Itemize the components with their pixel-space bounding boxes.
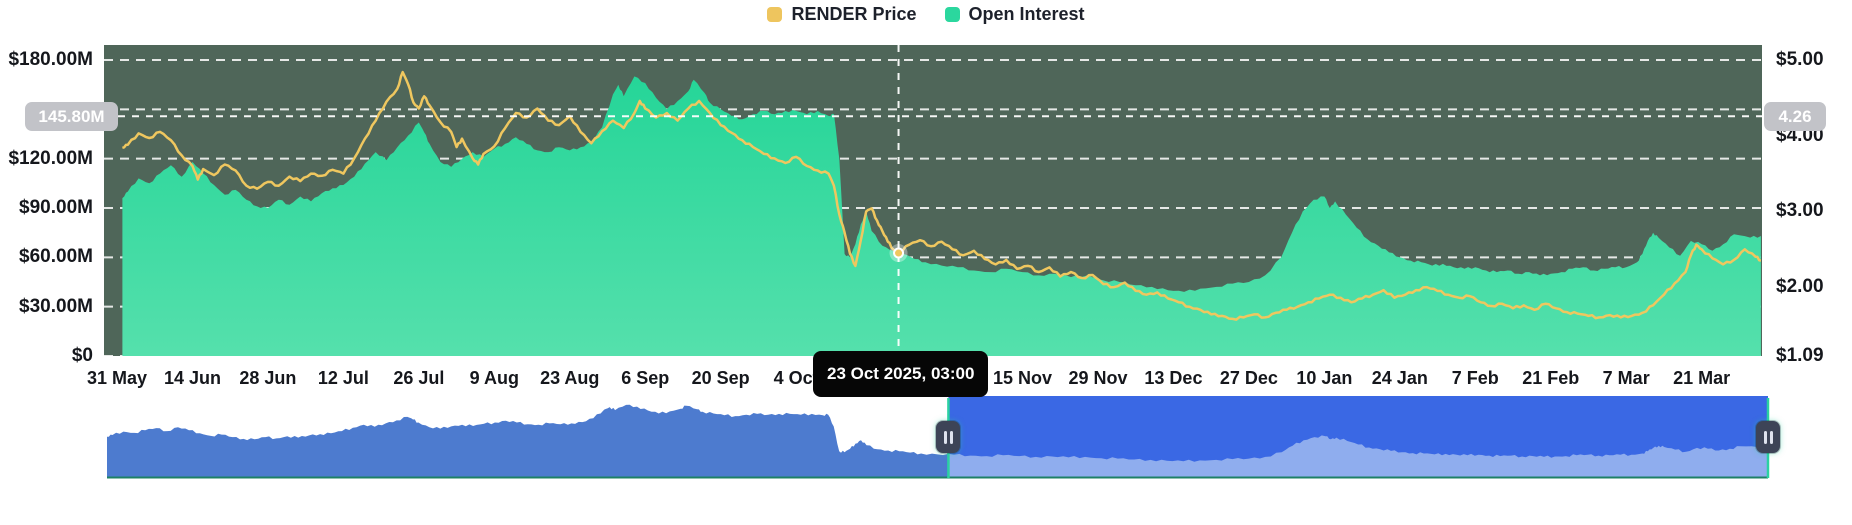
- navigator-left-handle[interactable]: [936, 421, 961, 453]
- open-interest-swatch-icon: [944, 7, 960, 22]
- pause-bar-icon: [943, 430, 947, 444]
- legend-label-open-interest: Open Interest: [968, 4, 1085, 24]
- crosshair-oi-value-badge: 145.80M: [25, 102, 118, 131]
- chart-legend: RENDER Price Open Interest: [0, 4, 1852, 25]
- crosshair-date-tooltip: 23 Oct 2025, 03:00: [813, 351, 989, 397]
- navigator-right-handle[interactable]: [1756, 421, 1780, 453]
- pause-bar-icon: [1763, 430, 1767, 444]
- price-point-marker: [893, 247, 905, 259]
- legend-label-render-price: RENDER Price: [791, 4, 917, 24]
- render-price-swatch-icon: [767, 7, 783, 22]
- navigator-area-unselected[interactable]: [107, 404, 1768, 478]
- pause-bar-icon: [1769, 430, 1773, 444]
- crosshair-price-value-badge: 4.26: [1764, 102, 1826, 131]
- pause-bar-icon: [949, 430, 953, 444]
- legend-item-open-interest[interactable]: Open Interest: [944, 4, 1085, 25]
- open-interest-area: [122, 76, 1761, 356]
- navigator-area-selected[interactable]: [107, 405, 1768, 478]
- render-price-line: [122, 70, 1762, 321]
- legend-item-render-price[interactable]: RENDER Price: [767, 4, 917, 25]
